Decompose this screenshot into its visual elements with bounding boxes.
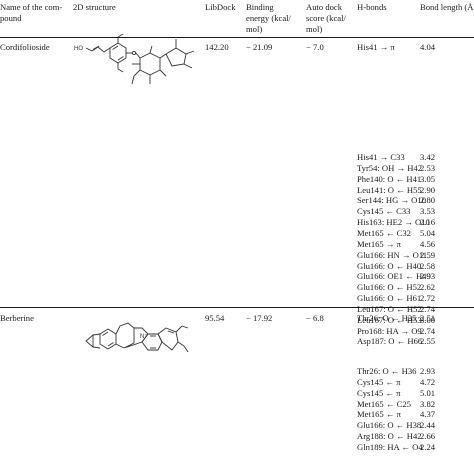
bond-length-entry: 3.42 [420, 152, 436, 162]
bond-length-entry: 2.93 [420, 366, 436, 376]
bond-length-entry: 2.58 [420, 260, 436, 271]
compound-name: Berberine [0, 313, 34, 323]
compound-name: Cordifolioside [0, 42, 50, 52]
header-binding-line1: Binding [246, 2, 274, 12]
bond-length-entry: 3.82 [420, 398, 436, 409]
hbond-entry: His163: HE2 → O10 [357, 217, 430, 228]
header-autodock-line2: score (kcal/ [306, 13, 346, 23]
hbond-entry: Pro168: HA → O9 [357, 325, 422, 336]
header-name-line2: pound [0, 13, 22, 23]
hbond-entry: Glu166: HN → O11 [357, 249, 428, 260]
hbond-entry: Cys145 ← π [357, 387, 401, 398]
cordifolioside-structure-image: HO [74, 33, 195, 85]
header-autodock-line1: Auto dock [306, 2, 343, 12]
bond-length-first: 4.04 [420, 42, 436, 52]
libdock-value: 142.20 [205, 42, 229, 52]
bond-length-entry: 5.04 [420, 227, 436, 238]
hbond-entry: Cys145 ← C33 [357, 206, 411, 217]
hbond-entry: Tyr54: OH → H42 [357, 162, 423, 173]
bond-length-entry: 2.53 [420, 162, 436, 173]
hbond-entry: Phe140: O ← H41 [357, 173, 422, 184]
header-structure: 2D structure [73, 2, 116, 12]
binding-energy-value: − 21.09 [246, 42, 273, 52]
header-libdock: LibDock [205, 2, 236, 12]
bond-length-entry: 2.24 [420, 441, 436, 452]
header-bond-length: Bond length (Å) [420, 2, 474, 12]
hbond-entry: Met165 ← π [357, 409, 401, 420]
bond-length-entry: 2.80 [420, 195, 436, 206]
bond-length-first: 2.51 [420, 313, 436, 323]
autodock-score-value: − 6.8 [306, 313, 324, 323]
hbond-entry: Glu166: OE1 ← H49 [357, 271, 431, 282]
hbond-first: Thr26: O ← H35 [357, 313, 417, 323]
hbond-entry: Met165 ← C32 [357, 227, 411, 238]
bond-length-entry: 2.55 [420, 336, 436, 347]
bond-length-entry: 3.53 [420, 206, 436, 217]
autodock-score-value: − 7.0 [306, 42, 324, 52]
hbond-entry: Arg188: O ← H42 [357, 431, 422, 442]
header-hbonds: H-bonds [357, 2, 387, 12]
bond-length-entry: 2.66 [420, 431, 436, 442]
bond-length-entry: 2.59 [420, 249, 436, 260]
header-binding-line3: mol) [246, 24, 263, 34]
hbond-entry: Leu167: O ← H52 [357, 303, 422, 314]
hbond-entry: Glu166: O ← H38 [357, 420, 422, 431]
hbond-first: His41 → π [357, 42, 395, 52]
bond-length-entry: 4.72 [420, 376, 436, 387]
bond-length-entry: 2.90 [420, 184, 436, 195]
hbond-entry: Met165 → π [357, 238, 401, 249]
hbond-entry: His41 → C33 [357, 152, 405, 162]
hbond-entry: Glu166: O ← H61 [357, 293, 422, 304]
bond-length-entry: 2.72 [420, 293, 436, 304]
hbond-entry: Glu166: O ← H52 [357, 282, 422, 293]
atom-label-ho: HO [74, 46, 83, 52]
hbond-entry: Met165 ← C25 [357, 398, 411, 409]
hbond-entry: Leu141: O ← H55 [357, 184, 422, 195]
berberine-structure-image: N⁺ [85, 322, 189, 353]
bond-length-entry: 5.01 [420, 387, 436, 398]
bond-length-entry: 2.74 [420, 325, 436, 336]
bond-length-entry: 2.62 [420, 282, 436, 293]
bond-length-entry: 2.74 [420, 303, 436, 314]
bond-length-entry: 4.37 [420, 409, 436, 420]
hbond-entry: Glu166: O ← H40 [357, 260, 422, 271]
bond-length-entry: 2.44 [420, 420, 436, 431]
libdock-value: 95.54 [205, 313, 225, 323]
binding-energy-value: − 17.92 [246, 313, 273, 323]
hbond-entry: Cys145 ← π [357, 376, 401, 387]
row-rule [0, 307, 474, 308]
header-name-line1: Name of the com- [0, 2, 63, 12]
bond-length-entry: 2.93 [420, 271, 436, 282]
hbond-entry: Gln189: HA ← O4 [357, 441, 423, 452]
bond-length-entry: 4.56 [420, 238, 436, 249]
bond-length-entry: 3.05 [420, 173, 436, 184]
bond-length-entry: 2.16 [420, 217, 436, 228]
header-rule [0, 37, 474, 38]
header-autodock-line3: mol) [306, 24, 323, 34]
header-binding-line2: energy (kcal/ [246, 13, 291, 23]
bond-length-entry: 3.00 [420, 314, 436, 325]
hbond-entry: Asp187: O ← H66 [357, 336, 423, 347]
hbond-entry: Ser144: HG → O10 [357, 195, 426, 206]
atom-label-nplus: N⁺ [140, 333, 148, 340]
hbond-entry: Leu167: O ← H53 [357, 314, 422, 325]
hbond-entry: Thr26: O ← H36 [357, 366, 417, 376]
